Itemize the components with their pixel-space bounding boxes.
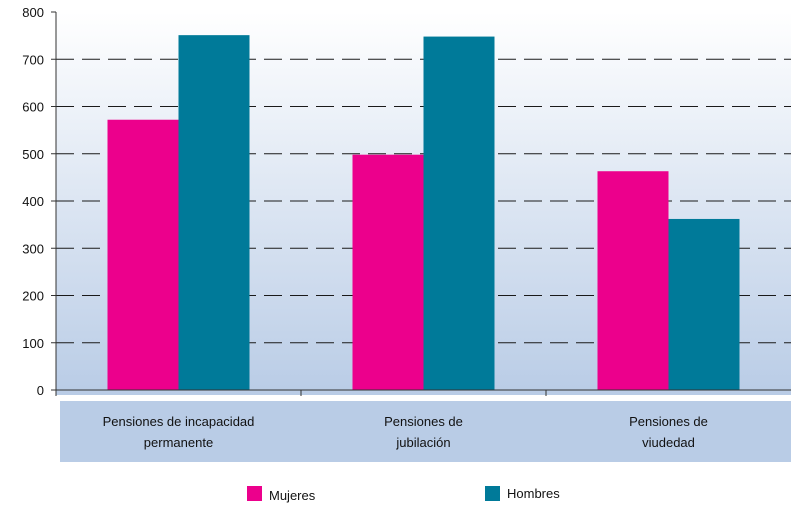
- y-tick-label: 600: [22, 100, 44, 115]
- bar-mujeres: [107, 119, 179, 390]
- category-label: jubilación: [395, 435, 450, 450]
- bar-mujeres: [597, 171, 669, 390]
- legend: Mujeres Hombres: [247, 486, 560, 503]
- bar-mujeres: [352, 154, 424, 390]
- category-label: Pensiones de incapacidad: [103, 414, 255, 429]
- axes: [51, 11, 791, 396]
- y-tick-label: 200: [22, 289, 44, 304]
- y-tick-label: 700: [22, 52, 44, 67]
- category-label: Pensiones de: [629, 414, 708, 429]
- category-label: Pensiones de: [384, 414, 463, 429]
- bar-hombres: [668, 218, 740, 390]
- y-tick-label: 300: [22, 241, 44, 256]
- category-label: viudedad: [642, 435, 695, 450]
- y-tick-label: 0: [37, 383, 44, 398]
- legend-label-hombres: Hombres: [507, 486, 560, 501]
- bars: [107, 35, 740, 391]
- legend-swatch-mujeres: [247, 486, 262, 501]
- legend-swatch-hombres: [485, 486, 500, 501]
- bar-hombres: [178, 35, 250, 391]
- category-labels: Pensiones de incapacidad permanente Pensio…: [103, 414, 708, 450]
- legend-label-mujeres: Mujeres: [269, 488, 316, 503]
- y-tick-label: 100: [22, 336, 44, 351]
- y-tick-label: 500: [22, 147, 44, 162]
- category-band: [60, 401, 791, 462]
- y-tick-label: 400: [22, 194, 44, 209]
- bar-hombres: [423, 36, 495, 390]
- category-label: permanente: [144, 435, 213, 450]
- y-tick-labels: 0 100 200 300 400 500 600 700 800: [22, 5, 44, 398]
- y-tick-label: 800: [22, 5, 44, 20]
